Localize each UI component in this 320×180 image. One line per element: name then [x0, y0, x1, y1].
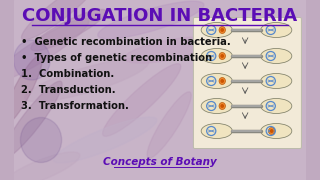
Text: Concepts of Botany: Concepts of Botany: [103, 157, 217, 167]
Ellipse shape: [53, 117, 157, 163]
Ellipse shape: [261, 48, 292, 64]
Ellipse shape: [147, 92, 191, 158]
Ellipse shape: [219, 26, 225, 33]
Ellipse shape: [250, 116, 290, 144]
Ellipse shape: [219, 53, 225, 60]
Ellipse shape: [224, 80, 279, 100]
Ellipse shape: [20, 118, 62, 163]
Ellipse shape: [201, 22, 232, 37]
Ellipse shape: [201, 98, 232, 114]
Ellipse shape: [201, 123, 232, 138]
Ellipse shape: [219, 78, 225, 84]
Text: •  Genetic recombination in bacteria.: • Genetic recombination in bacteria.: [21, 37, 231, 47]
Ellipse shape: [221, 80, 223, 82]
Ellipse shape: [21, 0, 97, 40]
Ellipse shape: [201, 48, 232, 64]
Ellipse shape: [203, 16, 263, 44]
Text: CONJUGATION IN BACTERIA: CONJUGATION IN BACTERIA: [22, 7, 298, 25]
Ellipse shape: [13, 40, 50, 80]
Ellipse shape: [0, 19, 89, 82]
Ellipse shape: [221, 55, 223, 57]
Ellipse shape: [261, 98, 292, 114]
Ellipse shape: [3, 55, 42, 125]
Text: 1.  Combination.: 1. Combination.: [21, 69, 114, 79]
FancyBboxPatch shape: [193, 17, 301, 148]
Ellipse shape: [261, 123, 292, 138]
Ellipse shape: [98, 1, 204, 39]
Text: 3.  Transformation.: 3. Transformation.: [21, 101, 129, 111]
Ellipse shape: [25, 58, 149, 102]
Ellipse shape: [103, 64, 181, 136]
Ellipse shape: [268, 127, 275, 134]
Ellipse shape: [221, 29, 223, 31]
Ellipse shape: [219, 102, 225, 109]
Text: 2.  Transduction.: 2. Transduction.: [21, 85, 116, 95]
Ellipse shape: [2, 152, 80, 180]
Ellipse shape: [270, 130, 273, 132]
Ellipse shape: [221, 105, 223, 107]
Text: •  Types of genetic recombination: • Types of genetic recombination: [21, 53, 212, 63]
Ellipse shape: [2, 81, 62, 159]
Ellipse shape: [124, 37, 214, 63]
Ellipse shape: [261, 22, 292, 37]
Ellipse shape: [31, 9, 106, 51]
Ellipse shape: [261, 73, 292, 89]
Ellipse shape: [201, 73, 232, 89]
